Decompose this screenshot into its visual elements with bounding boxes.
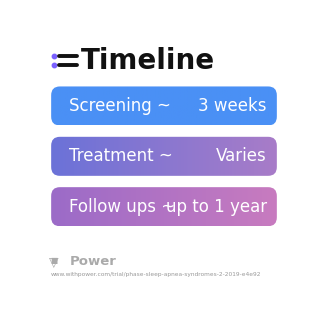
Text: ▽: ▽ [49, 256, 59, 268]
Text: Screening ~: Screening ~ [68, 97, 171, 115]
Text: Varies: Varies [216, 147, 267, 165]
Text: 3 weeks: 3 weeks [198, 97, 267, 115]
Text: Timeline: Timeline [81, 47, 215, 75]
Text: Treatment ~: Treatment ~ [68, 147, 172, 165]
Text: ■: ■ [50, 256, 57, 265]
Text: www.withpower.com/trial/phase-sleep-apnea-syndromes-2-2019-e4e92: www.withpower.com/trial/phase-sleep-apne… [51, 272, 262, 277]
Text: Follow ups ~: Follow ups ~ [68, 198, 175, 216]
Text: Power: Power [70, 255, 116, 268]
Text: up to 1 year: up to 1 year [166, 198, 267, 216]
